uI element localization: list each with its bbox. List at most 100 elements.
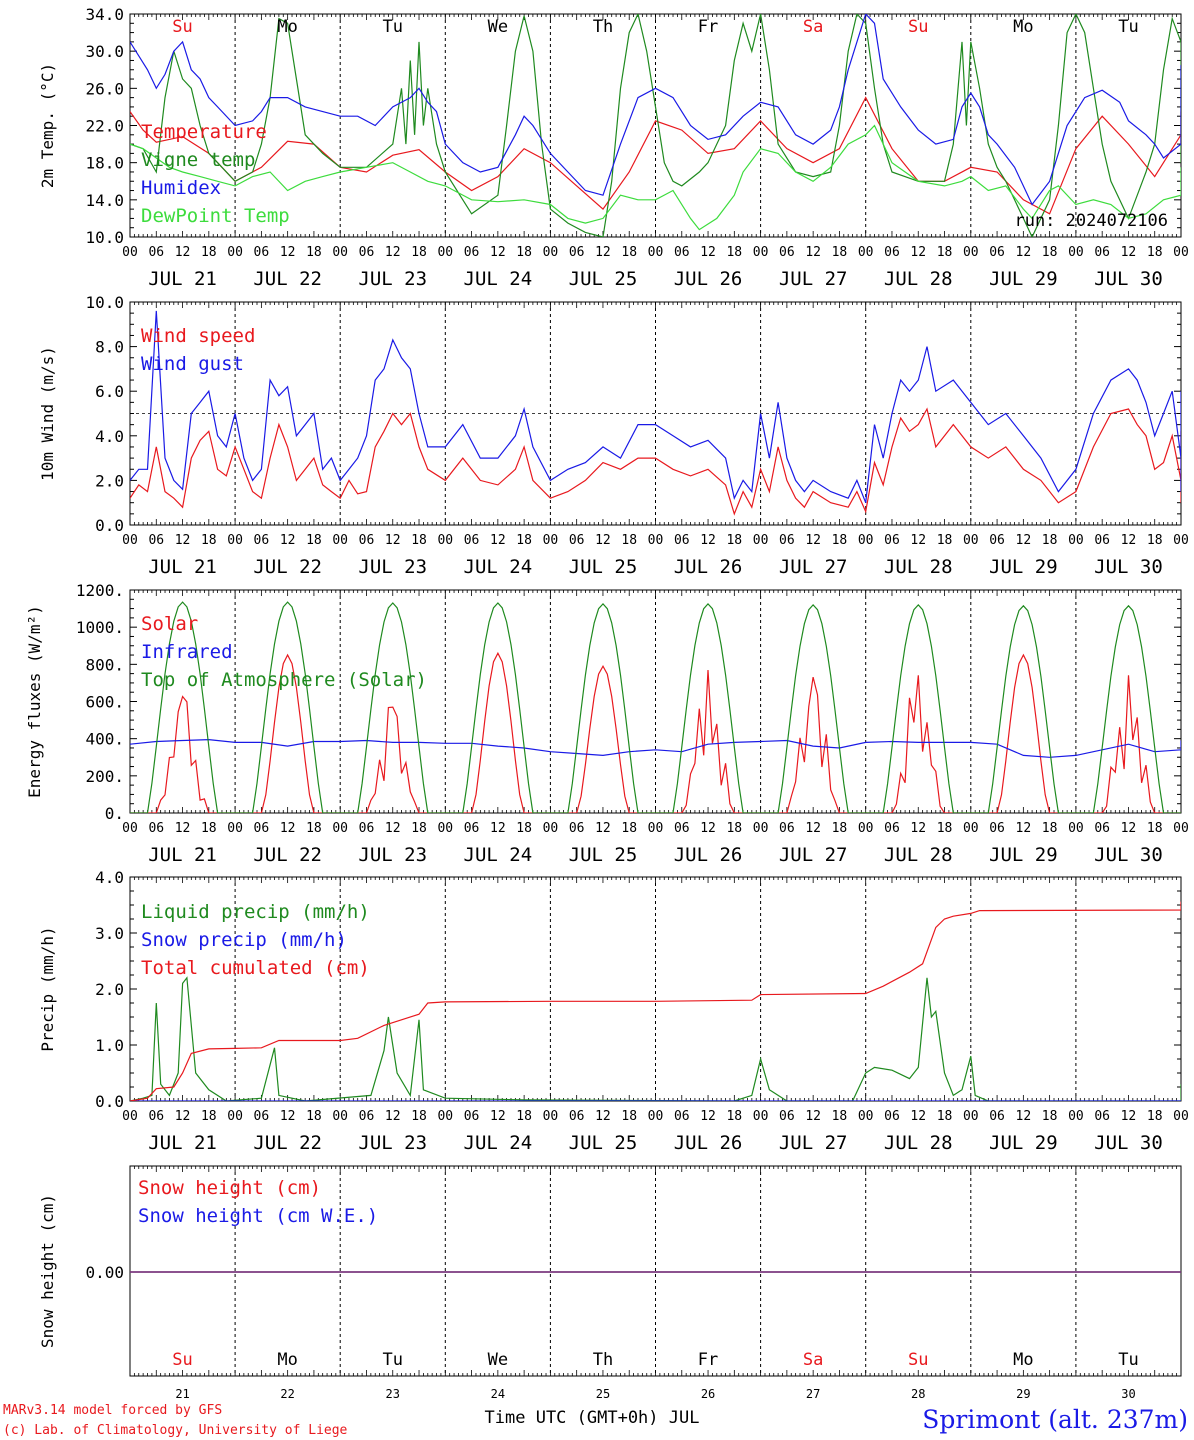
y-tick-label: 600.: [85, 693, 124, 712]
hour-label: 00: [963, 533, 979, 548]
hour-label: 00: [227, 245, 243, 260]
hour-label: 00: [543, 821, 559, 836]
weekday-label: Tu: [383, 17, 403, 37]
hour-label: 06: [779, 821, 795, 836]
weekday-label: Mo: [1013, 1350, 1033, 1370]
hour-label: 00: [437, 1109, 453, 1124]
hour-label: 00: [332, 1109, 348, 1124]
hour-label: 00: [437, 245, 453, 260]
hour-label: 06: [359, 1109, 375, 1124]
hour-label: 06: [569, 245, 585, 260]
day-label: JUL 28: [884, 844, 953, 866]
hour-label: 06: [359, 821, 375, 836]
hour-label: 06: [884, 245, 900, 260]
series-line-infrared: [130, 738, 1181, 758]
day-number-label: 26: [701, 1387, 715, 1401]
hour-label: 18: [1042, 245, 1058, 260]
series-line-wind-gust: [130, 310, 1181, 503]
day-label: JUL 30: [1094, 844, 1163, 866]
day-label: JUL 22: [253, 844, 322, 866]
hour-label: 06: [464, 1109, 480, 1124]
hour-label: 06: [148, 245, 164, 260]
y-tick-label: 0.00: [85, 1263, 124, 1282]
hour-label: 12: [175, 245, 191, 260]
hour-label: 00: [963, 1109, 979, 1124]
hour-label: 00: [1173, 533, 1189, 548]
hour-label: 00: [648, 245, 664, 260]
hour-label: 06: [989, 1109, 1005, 1124]
y-tick-label: 0.0: [95, 516, 124, 535]
series-line-temperature: [130, 96, 1181, 215]
hour-label: 00: [1173, 1109, 1189, 1124]
day-label: JUL 27: [779, 844, 848, 866]
hour-label: 12: [595, 1109, 611, 1124]
weekday-label: Su: [172, 17, 192, 37]
hour-label: 18: [306, 821, 322, 836]
day-label: JUL 26: [674, 268, 743, 290]
hour-label: 12: [1121, 821, 1137, 836]
hour-label: 18: [1147, 245, 1163, 260]
hour-label: 12: [805, 533, 821, 548]
day-number-label: 28: [911, 1387, 925, 1401]
hour-label: 18: [726, 533, 742, 548]
series-line-humidex: [130, 14, 1181, 206]
hour-label: 12: [805, 1109, 821, 1124]
day-label: JUL 30: [1094, 1132, 1163, 1154]
panel-temperature: 10.0 14.0 18.0 22.0 26.0 30.0 34.0 2m Temp. (°C…: [38, 5, 1189, 290]
hour-label: 12: [700, 821, 716, 836]
legend-entry: Wind speed: [141, 325, 255, 347]
hour-label: 18: [1042, 1109, 1058, 1124]
day-label: JUL 21: [148, 844, 217, 866]
hour-label: 00: [1068, 245, 1084, 260]
hour-label: 18: [411, 821, 427, 836]
hour-label: 06: [779, 1109, 795, 1124]
hour-label: 06: [989, 821, 1005, 836]
panel-snow: 0.00 Snow height (cm) Snow height (cm) Snow…: [38, 1165, 1182, 1401]
hour-label: 12: [805, 245, 821, 260]
hour-label: 18: [516, 821, 532, 836]
hour-label: 06: [1094, 533, 1110, 548]
hour-label: 12: [1016, 1109, 1032, 1124]
y-axis-label: Snow height (cm): [38, 1194, 57, 1348]
hour-label: 18: [1042, 821, 1058, 836]
hour-label: 06: [254, 245, 270, 260]
hour-label: 00: [437, 821, 453, 836]
day-label: JUL 29: [989, 1132, 1058, 1154]
hour-label: 12: [175, 821, 191, 836]
legend-entry: Humidex: [141, 177, 221, 199]
hour-label: 06: [359, 533, 375, 548]
y-tick-label: 10.0: [85, 293, 124, 312]
series-line-total-cumulated-cm-: [130, 901, 1181, 1101]
hour-label: 12: [910, 1109, 926, 1124]
hour-label: 18: [201, 1109, 217, 1124]
hour-label: 06: [1094, 245, 1110, 260]
hour-label: 18: [201, 533, 217, 548]
day-number-label: 30: [1121, 1387, 1135, 1401]
y-tick-label: 26.0: [85, 79, 124, 98]
day-number-label: 27: [806, 1387, 820, 1401]
y-tick-label: 22.0: [85, 117, 124, 136]
hour-label: 18: [937, 245, 953, 260]
day-label: JUL 26: [674, 844, 743, 866]
hour-label: 18: [937, 1109, 953, 1124]
hour-label: 12: [700, 245, 716, 260]
day-label: JUL 24: [464, 844, 533, 866]
hour-label: 18: [832, 821, 848, 836]
hour-label: 12: [805, 821, 821, 836]
hour-label: 00: [963, 821, 979, 836]
hour-label: 00: [648, 533, 664, 548]
y-axis-label: 10m Wind (m/s): [38, 346, 57, 481]
y-tick-label: 1200.: [76, 581, 124, 600]
day-label: JUL 26: [674, 556, 743, 578]
day-label: JUL 23: [358, 844, 427, 866]
hour-label: 06: [569, 1109, 585, 1124]
y-tick-label: 200.: [85, 767, 124, 786]
panel-frame: [129, 589, 1182, 814]
hour-label: 00: [753, 245, 769, 260]
hour-label: 12: [280, 821, 296, 836]
hour-label: 00: [858, 1109, 874, 1124]
day-label: JUL 23: [358, 1132, 427, 1154]
hour-label: 18: [306, 533, 322, 548]
hour-label: 00: [122, 821, 138, 836]
y-tick-label: 400.: [85, 730, 124, 749]
